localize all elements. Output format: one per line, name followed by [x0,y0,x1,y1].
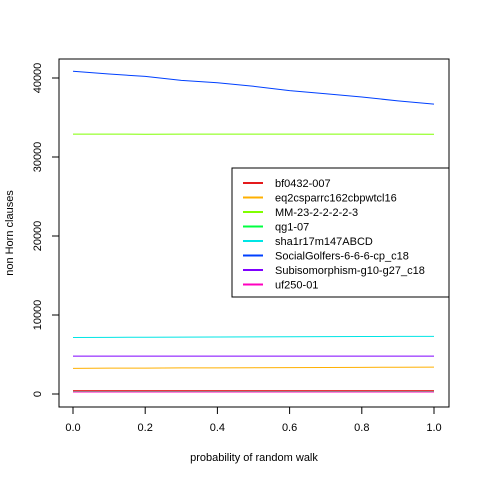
x-axis: 0.0 0.2 0.4 0.6 0.8 1.0 [65,407,442,434]
x-tick-label: 0.0 [65,422,80,434]
y-tick-label: 30000 [32,142,44,173]
y-tick-label: 0 [32,391,44,397]
legend-label: qg1-07 [275,222,309,234]
legend-label: eq2csparrc162cbpwtcl16 [275,193,397,205]
y-axis-title: non Horn clauses [4,190,16,276]
series-line-5 [72,335,435,339]
series-line-6 [72,70,435,105]
x-tick-label: 0.6 [282,422,297,434]
legend: bf0432-007 eq2csparrc162cbpwtcl16 MM-23-2-… [231,167,450,298]
legend-label: Subisomorphism-g10-g27_c18 [275,265,425,277]
y-tick-label: 40000 [32,63,44,94]
series-line-2 [72,366,435,369]
legend-label: MM-23-2-2-2-2-3 [275,207,358,219]
x-tick-label: 0.4 [210,422,225,434]
series-lines [72,70,435,393]
y-tick-label: 10000 [32,300,44,331]
legend-box [231,167,450,298]
y-tick-label: 20000 [32,221,44,252]
x-tick-label: 1.0 [426,422,441,434]
legend-label: bf0432-007 [275,178,331,190]
legend-label: uf250-01 [275,280,318,292]
legend-label: SocialGolfers-6-6-6-cp_c18 [275,251,409,263]
legend-label: sha1r17m147ABCD [275,236,373,248]
x-axis-title: probability of random walk [190,452,318,464]
x-tick-label: 0.2 [138,422,153,434]
x-tick-label: 0.8 [354,422,369,434]
y-axis: 0 10000 20000 30000 40000 [32,63,59,397]
